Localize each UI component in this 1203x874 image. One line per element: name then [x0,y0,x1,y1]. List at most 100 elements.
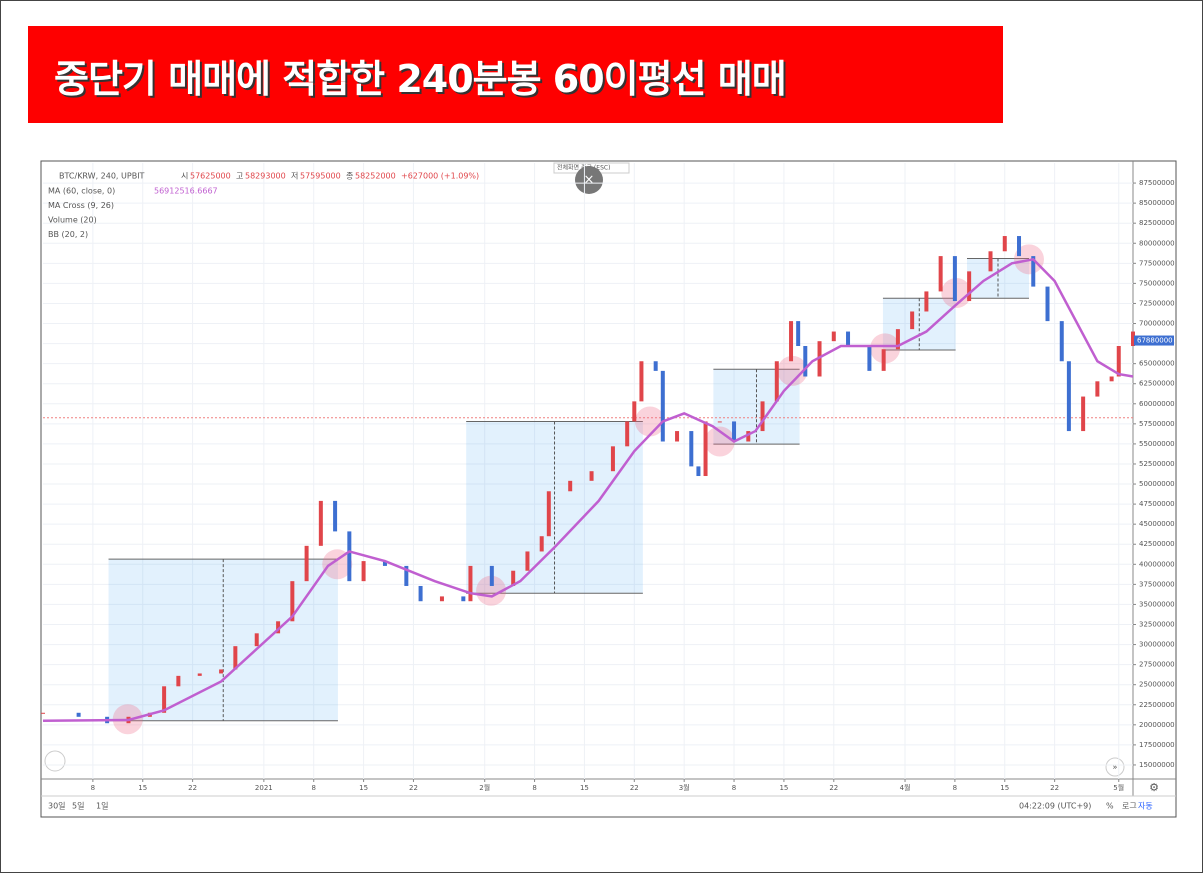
ohlc-label: 저 [291,172,298,181]
y-tick-label: 47500000 [1139,500,1175,508]
candle [1045,286,1050,322]
candle [1059,321,1064,362]
candle [276,621,281,634]
indicator-name[interactable]: MA (60, close, 0) [48,187,115,196]
candle [1031,256,1036,287]
y-tick-label: 82500000 [1139,219,1175,227]
candle [746,431,751,442]
y-tick-label: 52500000 [1139,460,1175,468]
y-tick-label: 62500000 [1139,380,1175,388]
crossing-marker [870,333,901,364]
y-tick-label: 55000000 [1139,440,1175,448]
candle [525,551,530,571]
ohlc-label: 고 [236,172,243,181]
ohlc-value: 57625000 [190,172,231,181]
candle [895,329,900,350]
x-tick-label: 22 [188,784,197,792]
last-price-tag [1134,335,1174,346]
candle [1109,376,1114,382]
settings-icon[interactable]: ⚙ [1149,781,1159,794]
x-tick-label: 15 [779,784,788,792]
candle [219,669,224,674]
candle [1002,236,1007,252]
x-tick-label: 8 [532,784,536,792]
y-tick-label: 25000000 [1139,681,1175,689]
y-tick-label: 27500000 [1139,661,1175,669]
y-tick-label: 37500000 [1139,580,1175,588]
candle [461,596,466,602]
candle [1081,396,1086,432]
ohlc-value: 57595000 [300,172,341,181]
clock: 04:22:09 (UTC+9) [1019,802,1091,811]
candle [162,686,167,713]
x-tick-label: 2021 [255,784,273,792]
candle [789,321,794,362]
candle [803,345,808,377]
x-tick-label: 15 [1000,784,1009,792]
logo-button[interactable] [44,750,66,772]
ohlc-label: 종 [346,172,353,181]
indicator-name[interactable]: MA Cross (9, 26) [48,201,114,210]
y-tick-label: 75000000 [1139,279,1175,287]
x-tick-label: 22 [1050,784,1059,792]
y-tick-label: 77500000 [1139,259,1175,267]
range-button[interactable]: 1일 [96,802,108,811]
candle [589,471,594,481]
scroll-icon[interactable]: » [1113,763,1118,772]
candle [404,565,409,586]
y-tick-label: 65000000 [1139,360,1175,368]
y-tick-label: 15000000 [1139,761,1175,769]
y-tick-label: 57500000 [1139,420,1175,428]
candle [361,561,366,582]
candle [318,500,323,546]
candle [938,256,943,292]
candle [197,673,202,676]
candle [418,585,423,602]
candle [881,349,886,371]
indicator-name[interactable]: Volume (20) [48,216,97,225]
range-button[interactable]: 30일 [48,802,66,811]
y-tick-label: 85000000 [1139,199,1175,207]
candle [988,251,993,272]
x-tick-label: 8 [732,784,736,792]
candle [675,431,680,442]
candle [233,646,238,670]
candle [625,421,630,447]
candle [1131,331,1135,346]
crossing-marker [777,355,808,386]
candle [732,421,737,442]
indicator-name[interactable]: BB (20, 2) [48,230,88,239]
ohlc-label: 시 [181,172,188,181]
range-button[interactable]: 5일 [72,802,84,811]
candle [703,421,708,477]
x-tick-label: 15 [359,784,368,792]
scale-button[interactable]: 로그 [1122,802,1137,811]
y-tick-label: 35000000 [1139,600,1175,608]
candle [176,675,181,687]
y-tick-label: 80000000 [1139,239,1175,247]
candle [846,331,851,346]
scroll-button[interactable] [1105,757,1125,777]
candle [568,480,573,492]
x-tick-label: 8 [311,784,315,792]
candle [41,712,45,714]
candle [952,256,957,302]
close-icon[interactable]: × [584,173,595,188]
x-tick-label: 15 [138,784,147,792]
x-tick-label: 8 [91,784,95,792]
indicator-value: 56912516.6667 [154,187,218,196]
y-tick-label: 72500000 [1139,299,1175,307]
scale-button[interactable]: 자동 [1138,802,1153,811]
x-tick-label: 8 [953,784,957,792]
crossing-marker [634,406,665,437]
candle [76,712,81,717]
candle [304,545,309,582]
candle [632,401,637,422]
candle [333,500,338,532]
close-button[interactable] [575,166,603,194]
scale-button[interactable]: % [1106,802,1114,811]
y-tick-label: 40000000 [1139,560,1175,568]
candle [796,321,801,346]
candle [653,361,658,371]
